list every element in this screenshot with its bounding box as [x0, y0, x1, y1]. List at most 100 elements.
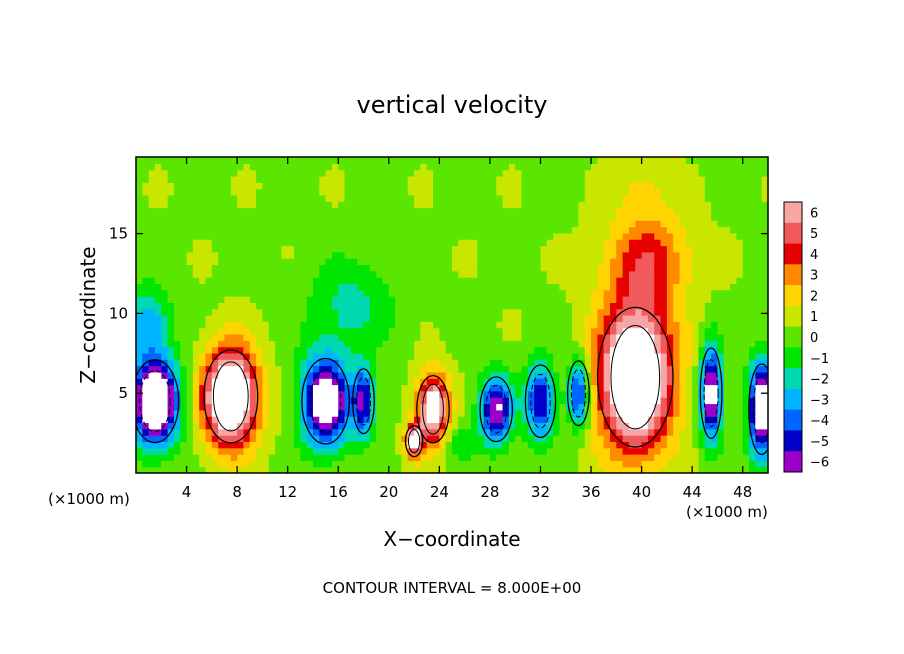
- heatmap-cell: [496, 308, 504, 316]
- heatmap-cell: [622, 346, 630, 354]
- heatmap-cell: [584, 283, 592, 291]
- heatmap-cell: [527, 315, 535, 322]
- heatmap-cell: [433, 277, 440, 284]
- heatmap-cell: [502, 270, 510, 278]
- heatmap-cell: [319, 371, 327, 379]
- heatmap-cell: [610, 277, 617, 284]
- heatmap-cell: [192, 416, 200, 424]
- heatmap-cell: [426, 251, 434, 259]
- heatmap-cell: [761, 188, 768, 196]
- heatmap-cell: [218, 245, 226, 253]
- heatmap-cell: [502, 302, 510, 310]
- heatmap-cell: [243, 201, 251, 209]
- heatmap-cell: [730, 308, 737, 316]
- heatmap-cell: [237, 226, 245, 234]
- heatmap-cell: [312, 447, 320, 455]
- heatmap-cell: [489, 460, 497, 468]
- heatmap-cell: [610, 416, 617, 424]
- heatmap-cell: [256, 258, 263, 266]
- heatmap-cell: [534, 251, 542, 259]
- heatmap-cell: [647, 188, 655, 196]
- heatmap-cell: [142, 371, 150, 379]
- heatmap-cell: [673, 207, 681, 215]
- heatmap-cell: [673, 333, 681, 341]
- heatmap-cell: [736, 169, 744, 177]
- heatmap-cell: [641, 264, 649, 272]
- heatmap-cell: [470, 251, 478, 259]
- heatmap-cell: [679, 182, 687, 190]
- heatmap-cell: [433, 264, 440, 272]
- heatmap-cell: [306, 258, 314, 266]
- heatmap-cell: [433, 283, 440, 291]
- heatmap-cell: [477, 390, 485, 398]
- heatmap-cell: [369, 435, 377, 442]
- heatmap-cell: [685, 220, 693, 228]
- heatmap-cell: [401, 175, 409, 183]
- heatmap-cell: [237, 333, 245, 341]
- heatmap-cell: [578, 435, 586, 442]
- heatmap-cell: [717, 194, 725, 202]
- heatmap-cell: [502, 289, 510, 297]
- heatmap-cell: [704, 226, 712, 234]
- heatmap-cell: [420, 270, 428, 278]
- heatmap-cell: [369, 390, 377, 398]
- heatmap-cell: [483, 296, 491, 303]
- heatmap-cell: [167, 182, 175, 190]
- heatmap-cell: [723, 397, 731, 405]
- heatmap-cell: [452, 245, 459, 253]
- heatmap-cell: [268, 454, 276, 461]
- heatmap-cell: [692, 302, 700, 310]
- heatmap-cell: [660, 175, 668, 183]
- heatmap-cell: [319, 226, 327, 234]
- heatmap-cell: [521, 333, 529, 341]
- heatmap-cell: [142, 232, 150, 240]
- heatmap-cell: [180, 352, 188, 360]
- heatmap-cell: [559, 296, 567, 303]
- heatmap-cell: [350, 283, 358, 291]
- heatmap-cell: [673, 296, 681, 303]
- heatmap-cell: [641, 397, 649, 405]
- heatmap-cell: [679, 226, 687, 234]
- heatmap-cell: [470, 416, 478, 424]
- heatmap-cell: [205, 258, 213, 266]
- heatmap-cell: [730, 428, 737, 436]
- heatmap-cell: [496, 378, 504, 386]
- heatmap-cell: [489, 454, 497, 461]
- heatmap-cell: [401, 264, 409, 272]
- heatmap-cell: [736, 416, 744, 424]
- heatmap-cell: [148, 283, 156, 291]
- heatmap-cell: [749, 416, 756, 424]
- heatmap-cell: [167, 207, 175, 215]
- heatmap-cell: [407, 175, 415, 183]
- heatmap-cell: [641, 422, 649, 430]
- heatmap-cell: [312, 194, 320, 202]
- heatmap-cell: [603, 308, 611, 316]
- heatmap-cell: [654, 277, 662, 284]
- heatmap-cell: [666, 435, 674, 442]
- heatmap-cell: [483, 182, 491, 190]
- heatmap-cell: [338, 397, 346, 405]
- heatmap-cell: [420, 346, 428, 354]
- heatmap-cell: [635, 428, 643, 436]
- heatmap-cell: [635, 397, 643, 405]
- heatmap-cell: [237, 245, 245, 253]
- heatmap-cell: [540, 321, 548, 329]
- heatmap-cell: [331, 315, 339, 322]
- heatmap-cell: [186, 428, 194, 436]
- heatmap-cell: [527, 264, 535, 272]
- heatmap-cell: [584, 435, 592, 442]
- heatmap-cell: [736, 207, 744, 215]
- heatmap-cell: [199, 321, 207, 329]
- heatmap-cell: [148, 308, 156, 316]
- heatmap-cell: [534, 264, 542, 272]
- heatmap-cell: [319, 232, 327, 240]
- heatmap-cell: [477, 384, 485, 392]
- heatmap-cell: [433, 194, 440, 202]
- heatmap-cell: [420, 213, 428, 221]
- heatmap-cell: [673, 441, 681, 449]
- heatmap-cell: [736, 182, 744, 190]
- heatmap-cell: [477, 378, 485, 386]
- heatmap-cell: [401, 371, 409, 379]
- heatmap-cell: [420, 283, 428, 291]
- heatmap-cell: [591, 428, 598, 436]
